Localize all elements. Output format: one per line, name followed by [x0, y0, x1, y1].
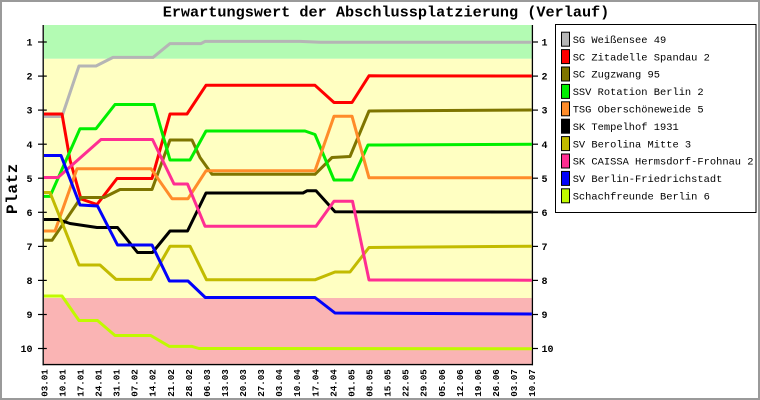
svg-text:24.01: 24.01: [94, 369, 105, 397]
svg-text:17.01: 17.01: [75, 369, 86, 397]
svg-text:2: 2: [542, 73, 548, 84]
svg-text:05.06: 05.06: [437, 369, 448, 397]
svg-text:03.01: 03.01: [39, 369, 50, 397]
svg-text:14.02: 14.02: [148, 369, 159, 397]
svg-text:07.02: 07.02: [130, 369, 141, 397]
svg-text:10.01: 10.01: [57, 369, 68, 397]
svg-text:SK Tempelhof 1931: SK Tempelhof 1931: [573, 122, 679, 134]
svg-text:19.06: 19.06: [473, 369, 484, 397]
svg-text:9: 9: [26, 311, 32, 322]
svg-text:17.04: 17.04: [310, 369, 321, 397]
svg-text:1: 1: [26, 39, 32, 50]
svg-text:12.06: 12.06: [455, 369, 466, 397]
svg-text:SSV Rotation Berlin 2: SSV Rotation Berlin 2: [573, 87, 704, 99]
svg-text:10.07: 10.07: [527, 369, 538, 397]
svg-text:31.01: 31.01: [112, 369, 123, 397]
svg-text:03.07: 03.07: [509, 369, 520, 397]
svg-text:SC Zugzwang 95: SC Zugzwang 95: [573, 70, 660, 82]
svg-text:10.04: 10.04: [292, 369, 303, 397]
svg-text:7: 7: [26, 243, 32, 254]
svg-text:6: 6: [542, 209, 548, 220]
svg-text:20.03: 20.03: [238, 369, 249, 397]
svg-text:SG Weißensee 49: SG Weißensee 49: [573, 35, 667, 47]
svg-text:3: 3: [542, 107, 548, 118]
svg-text:28.02: 28.02: [184, 369, 195, 397]
svg-text:08.05: 08.05: [365, 369, 376, 397]
svg-text:Platz: Platz: [4, 163, 22, 214]
svg-text:Schachfreunde Berlin 6: Schachfreunde Berlin 6: [573, 192, 710, 204]
svg-text:01.05: 01.05: [346, 369, 357, 397]
svg-text:24.04: 24.04: [328, 369, 339, 397]
svg-text:Erwartungswert der Abschlusspl: Erwartungswert der Abschlussplatzierung …: [163, 4, 610, 22]
svg-text:06.03: 06.03: [202, 369, 213, 397]
svg-text:SV Berolina Mitte 3: SV Berolina Mitte 3: [573, 139, 691, 151]
svg-text:SC Zitadelle Spandau 2: SC Zitadelle Spandau 2: [573, 52, 710, 64]
svg-text:5: 5: [26, 175, 32, 186]
svg-text:10: 10: [20, 345, 32, 356]
svg-text:SK CAISSA Hermsdorf-Frohnau 2: SK CAISSA Hermsdorf-Frohnau 2: [573, 157, 754, 169]
svg-text:6: 6: [26, 209, 32, 220]
svg-text:1: 1: [542, 39, 548, 50]
svg-text:4: 4: [26, 141, 32, 152]
svg-text:2: 2: [26, 73, 32, 84]
svg-text:26.06: 26.06: [491, 369, 502, 397]
svg-text:3: 3: [26, 107, 32, 118]
svg-text:9: 9: [542, 311, 548, 322]
svg-text:15.05: 15.05: [383, 369, 394, 397]
svg-text:8: 8: [542, 277, 548, 288]
svg-text:27.03: 27.03: [256, 369, 267, 397]
svg-text:21.02: 21.02: [166, 369, 177, 397]
svg-text:8: 8: [26, 277, 32, 288]
svg-text:7: 7: [542, 243, 548, 254]
svg-text:4: 4: [542, 141, 548, 152]
svg-text:29.05: 29.05: [419, 369, 430, 397]
svg-text:SV Berlin-Friedrichstadt: SV Berlin-Friedrichstadt: [573, 174, 723, 186]
svg-text:13.03: 13.03: [220, 369, 231, 397]
svg-text:5: 5: [542, 175, 548, 186]
svg-text:03.04: 03.04: [274, 369, 285, 397]
svg-text:TSG Oberschöneweide 5: TSG Oberschöneweide 5: [573, 105, 704, 117]
svg-text:10: 10: [542, 345, 554, 356]
svg-text:22.05: 22.05: [401, 369, 412, 397]
